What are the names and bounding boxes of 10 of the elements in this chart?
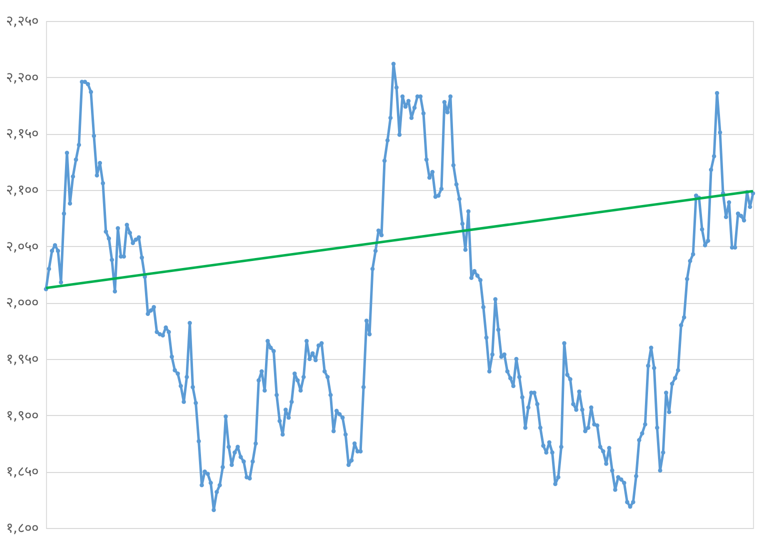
- y-tick-label: २,२५०: [6, 14, 38, 30]
- y-tick-label: २,२००: [6, 70, 38, 86]
- y-tick-label: २,०५०: [6, 238, 38, 255]
- y-tick-label: २,०००: [6, 295, 38, 312]
- y-tick-label: १,९००: [6, 408, 38, 424]
- y-tick-label: १,८५०: [6, 464, 38, 480]
- y-tick-label: २,१५०: [6, 126, 38, 142]
- y-tick-label: १,९५०: [6, 352, 38, 368]
- y-tick-label: २,१००: [6, 182, 38, 198]
- y-tick-label: १,८००: [6, 520, 38, 536]
